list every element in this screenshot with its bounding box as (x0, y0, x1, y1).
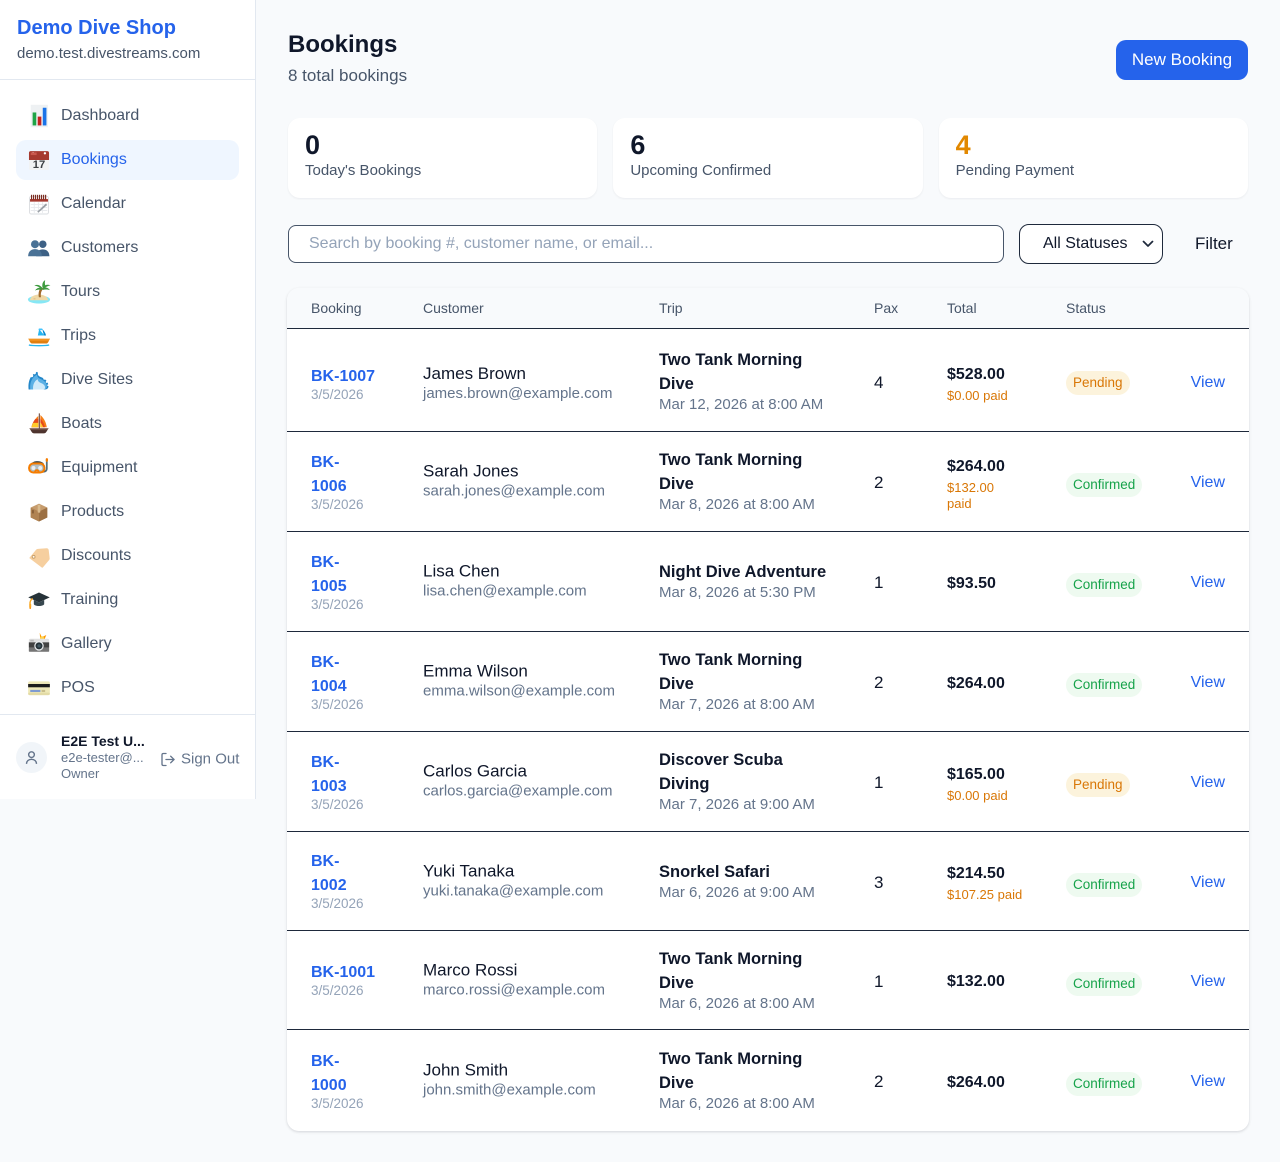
svg-text:17: 17 (33, 159, 45, 171)
